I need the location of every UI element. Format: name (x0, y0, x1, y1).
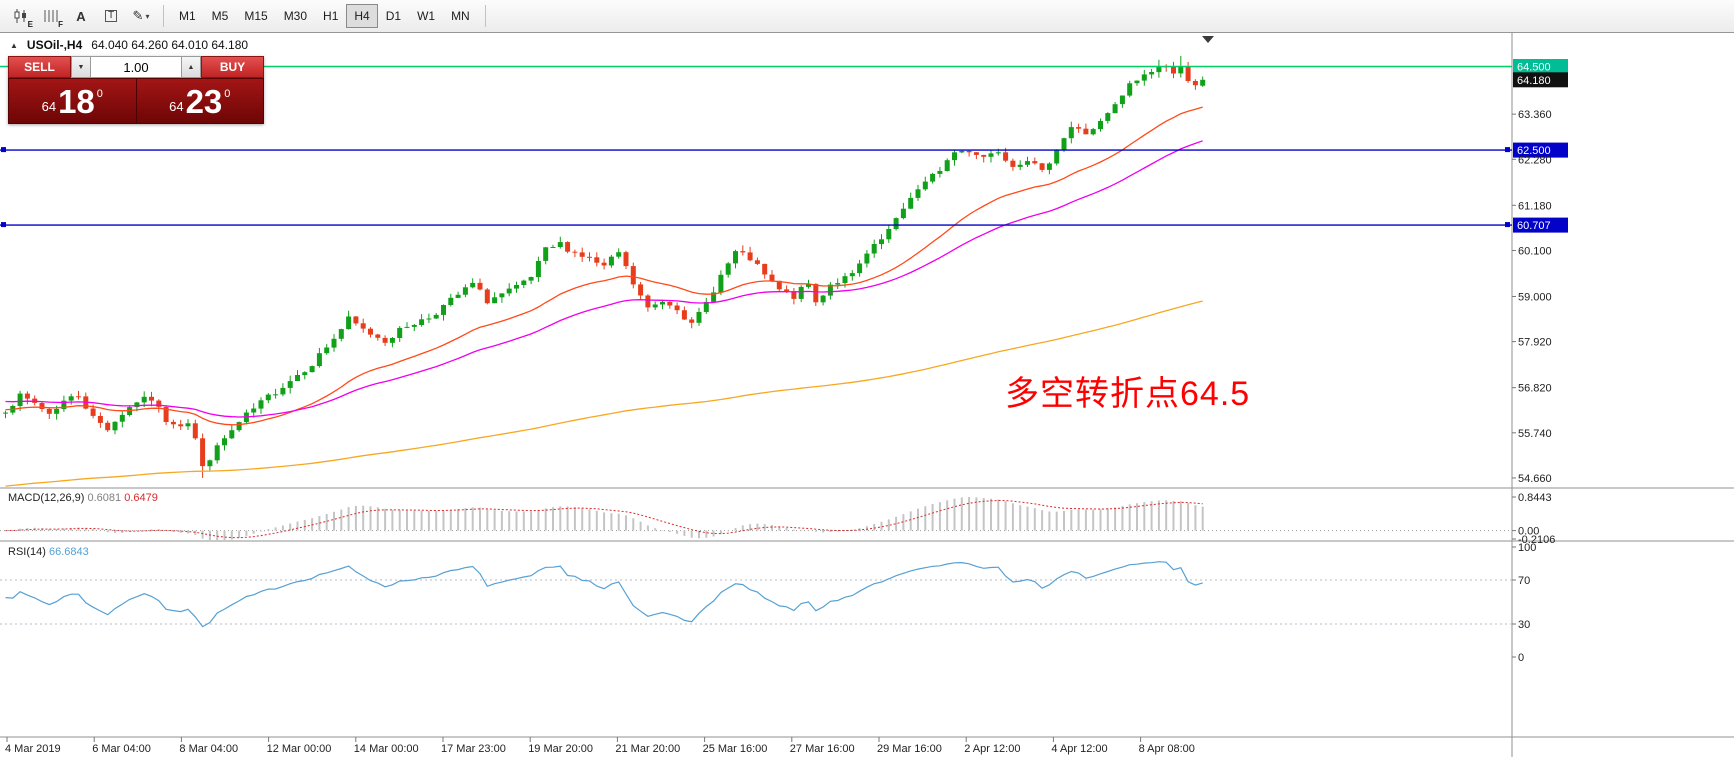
price-axis-label: 55.740 (1518, 428, 1552, 440)
time-axis-label: 21 Mar 20:00 (615, 743, 680, 755)
rsi-indicator: RSI(14) 66.6843 100 70 30 0 (0, 542, 1536, 664)
trade-controls-row: SELL ▼ ▲ BUY (8, 56, 264, 78)
text-label-icon: A (76, 8, 86, 24)
one-click-trading-panel: SELL ▼ ▲ BUY 64 18 0 64 23 0 (8, 56, 264, 124)
time-axis-label: 12 Mar 00:00 (267, 743, 332, 755)
buy-price-button[interactable]: 64 23 0 (137, 79, 264, 123)
price-axis-label: 59.000 (1518, 291, 1552, 303)
macd-indicator: MACD(12,26,9) 0.6081 0.6479 0.8443 0.00-0.… (0, 492, 1555, 546)
price-tag (1513, 142, 1568, 158)
buy-button[interactable]: BUY (201, 56, 264, 78)
price-tag-label: 64.500 (1517, 61, 1551, 73)
buy-price-pip: 0 (224, 88, 231, 100)
price-axis-label: 57.920 (1518, 337, 1552, 349)
lines-icon (44, 10, 58, 22)
time-axis-label: 14 Mar 00:00 (354, 743, 419, 755)
tool-subscript: F (58, 20, 63, 29)
price-tag (1513, 59, 1568, 74)
toolbar-separator (484, 5, 486, 27)
chevron-down-icon: ▾ (145, 11, 150, 21)
volume-decrease-button[interactable]: ▼ (71, 56, 91, 78)
time-axis-label: 29 Mar 16:00 (877, 743, 942, 755)
buy-price-main: 23 (185, 82, 223, 120)
price-axis-label: 54.660 (1518, 473, 1552, 485)
price-axis-label: 61.180 (1518, 200, 1552, 212)
time-axis-label: 8 Mar 04:00 (179, 743, 238, 755)
price-tag-label: 60.707 (1517, 220, 1551, 232)
one-click-trading-toggle-icon[interactable]: ▲ (10, 40, 18, 50)
sell-price-button[interactable]: 64 18 0 (9, 79, 136, 123)
timeframe-m15-button[interactable]: M15 (236, 4, 275, 28)
drawing-tool-button[interactable]: ✎ ▾ (127, 3, 155, 29)
timeframe-d1-button[interactable]: D1 (378, 4, 409, 28)
pencil-icon: ✎ (132, 8, 144, 23)
sell-price-prefix: 64 (41, 98, 57, 114)
macd-axis-label: -0.2106 (1518, 534, 1555, 546)
price-tag (1513, 217, 1568, 233)
time-axis-label: 2 Apr 12:00 (964, 743, 1020, 755)
rsi-axis-label: 0 (1518, 652, 1524, 664)
buy-price-prefix: 64 (169, 98, 184, 114)
time-axis-label: 6 Mar 04:00 (92, 743, 151, 755)
sell-button[interactable]: SELL (8, 56, 71, 78)
macd-axis-label: 0.00 (1518, 526, 1539, 538)
candlestick-tool-button[interactable]: E (7, 3, 35, 29)
text-box-tool-button[interactable]: T (97, 3, 125, 29)
tool-subscript: E (27, 20, 33, 29)
timeframe-mn-button[interactable]: MN (443, 4, 478, 28)
timeframe-m30-button[interactable]: M30 (276, 4, 315, 28)
symbol-period-label: USOil-,H4 (26, 38, 83, 52)
rsi-label: RSI(14) 66.6843 (8, 546, 89, 558)
chart-title-bar: ▲ USOil-,H4 64.040 64.260 64.010 64.180 (10, 38, 248, 52)
sell-price-main: 18 (58, 82, 95, 120)
ohlc-values: 64.040 64.260 64.010 64.180 (91, 38, 249, 52)
price-divider (135, 79, 137, 123)
timeframe-h4-button[interactable]: H4 (346, 4, 378, 28)
rsi-axis-label: 70 (1518, 575, 1530, 587)
lines-tool-button[interactable]: F (37, 3, 65, 29)
time-axis-label: 17 Mar 23:00 (441, 743, 506, 755)
timeframe-w1-button[interactable]: W1 (409, 4, 443, 28)
candlestick-icon (14, 9, 26, 23)
time-axis: 4 Mar 2019 6 Mar 04:00 8 Mar 04:00 12 Mar 0… (5, 737, 1195, 755)
chart-shift-marker-icon[interactable] (1202, 36, 1214, 43)
ma-slow-line (5, 300, 1203, 487)
ma-fast-line (5, 106, 1203, 426)
chart-text-annotation[interactable]: 多空转折点64.5 (1005, 375, 1251, 413)
time-axis-label: 19 Mar 20:00 (528, 743, 593, 755)
time-axis-label: 25 Mar 16:00 (703, 743, 768, 755)
time-axis-label: 27 Mar 16:00 (790, 743, 855, 755)
time-axis-label: 4 Mar 2019 (5, 743, 61, 755)
toolbar: E F A T ✎ ▾ M1 M5 M15 M30 H1 H4 D1 W1 MN (0, 0, 1734, 33)
sell-price-pip: 0 (96, 88, 103, 100)
text-box-icon: T (104, 10, 118, 22)
timeframe-h1-button[interactable]: H1 (315, 4, 346, 28)
volume-input[interactable] (91, 56, 181, 78)
macd-label: MACD(12,26,9) 0.6081 0.6479 (8, 492, 158, 504)
toolbar-separator (163, 5, 164, 27)
volume-increase-button[interactable]: ▲ (181, 56, 201, 78)
time-axis-label: 4 Apr 12:00 (1051, 743, 1107, 755)
price-tag-label: 62.500 (1517, 145, 1551, 157)
timeframe-m1-button[interactable]: M1 (171, 4, 204, 28)
rsi-axis-label: 100 (1518, 542, 1536, 554)
price-tag-label: 64.180 (1517, 75, 1551, 87)
price-axis-label: 63.360 (1518, 109, 1552, 121)
trade-prices-row: 64 18 0 64 23 0 (8, 78, 264, 124)
pane-frame (0, 33, 1734, 757)
text-label-tool-button[interactable]: A (67, 3, 95, 29)
rsi-axis-label: 30 (1518, 619, 1530, 631)
time-axis-label: 8 Apr 08:00 (1139, 743, 1195, 755)
price-tag (1513, 72, 1568, 88)
macd-axis-label: 0.8443 (1518, 492, 1552, 504)
price-axis-label: 60.100 (1518, 245, 1552, 257)
price-axis-label: 62.280 (1518, 154, 1552, 166)
timeframe-m5-button[interactable]: M5 (204, 4, 237, 28)
price-axis-label: 56.820 (1518, 383, 1552, 395)
timeframe-group: M1 M5 M15 M30 H1 H4 D1 W1 MN (171, 4, 478, 28)
